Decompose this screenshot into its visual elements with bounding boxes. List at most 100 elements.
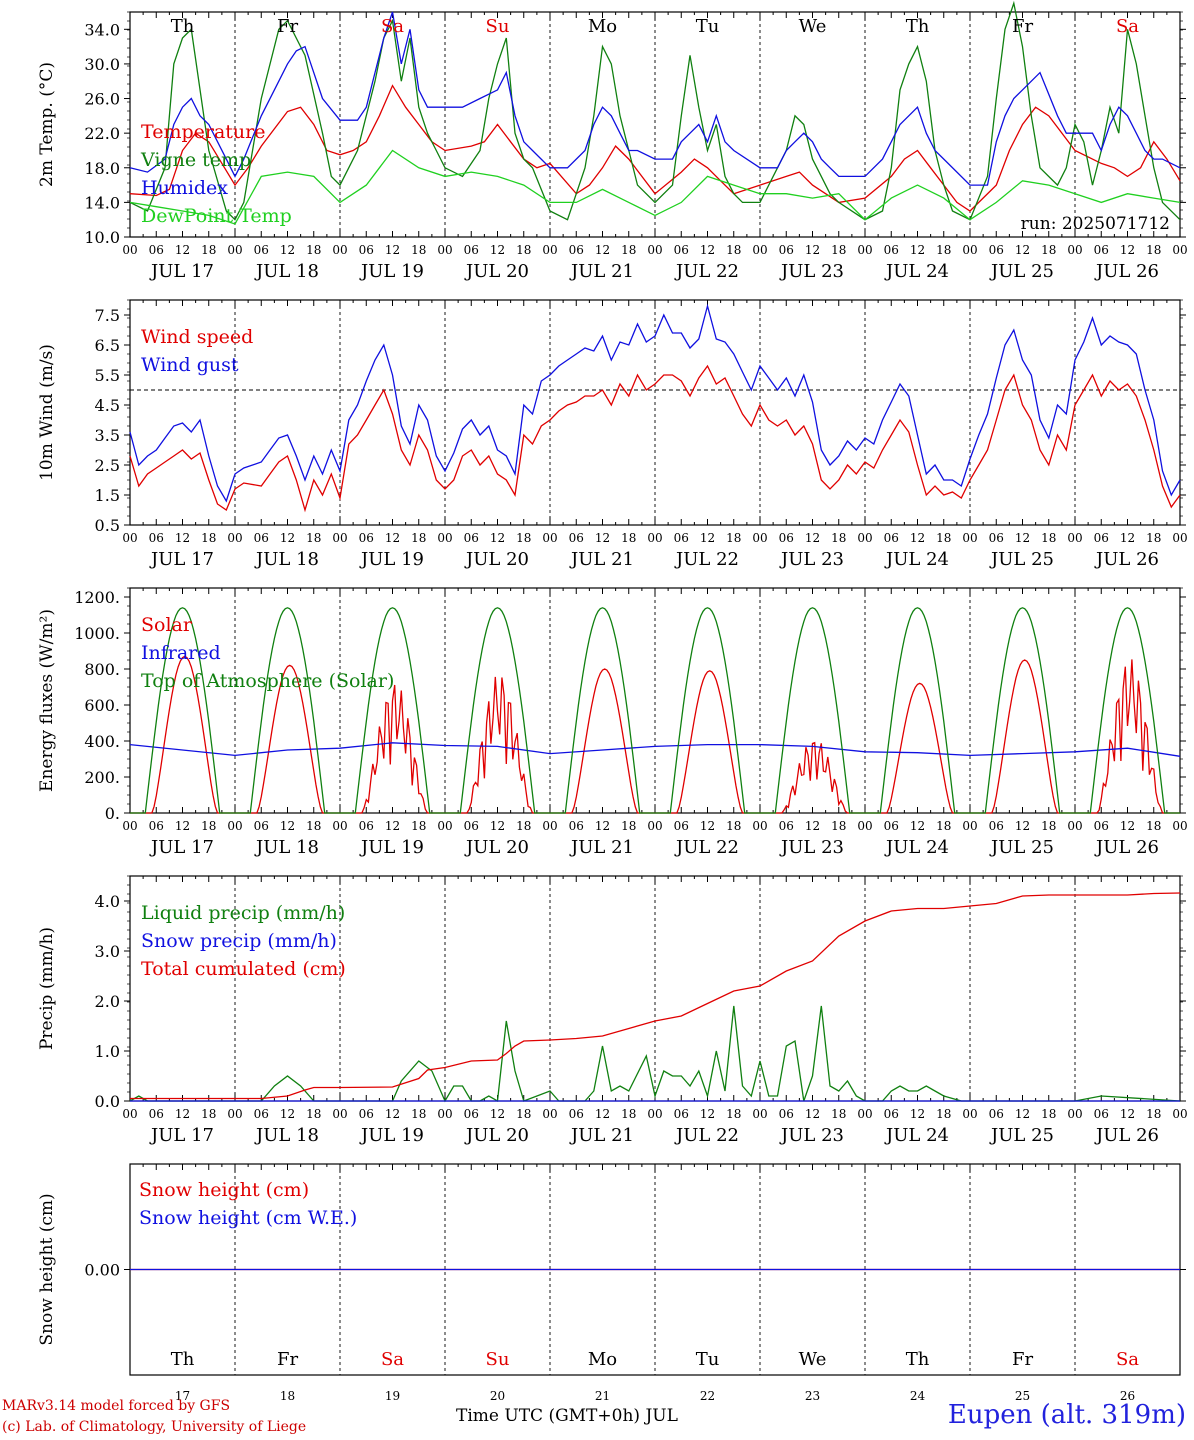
date-label: JUL 20 bbox=[464, 261, 529, 282]
hour-label: 18 bbox=[201, 1107, 216, 1121]
y-tick-label: 10.0 bbox=[84, 228, 120, 247]
date-label: JUL 20 bbox=[464, 837, 529, 858]
legend-entry: Wind speed bbox=[141, 326, 253, 348]
hour-label: 00 bbox=[122, 1107, 137, 1121]
day-name: Fr bbox=[277, 1349, 298, 1370]
day-name: We bbox=[799, 16, 827, 37]
date-label: JUL 18 bbox=[254, 837, 319, 858]
date-label: JUL 18 bbox=[254, 549, 319, 570]
legend-entry: DewPoint Temp bbox=[141, 205, 292, 227]
day-name: Th bbox=[906, 16, 930, 37]
hour-label: 18 bbox=[831, 243, 846, 257]
day-number: 18 bbox=[280, 1389, 295, 1403]
hour-label: 12 bbox=[595, 243, 610, 257]
y-tick-label: 1.5 bbox=[95, 486, 120, 505]
y-tick-label: 7.5 bbox=[95, 306, 120, 325]
date-label: JUL 22 bbox=[674, 837, 739, 858]
hour-label: 18 bbox=[621, 819, 636, 833]
date-label: JUL 19 bbox=[359, 837, 424, 858]
date-label: JUL 22 bbox=[674, 1125, 739, 1146]
date-label: JUL 23 bbox=[779, 261, 844, 282]
day-name: Tu bbox=[696, 16, 720, 37]
hour-label: 12 bbox=[805, 819, 820, 833]
legend-entry: Top of Atmosphere (Solar) bbox=[141, 670, 394, 692]
hour-label: 18 bbox=[306, 243, 321, 257]
hour-label: 12 bbox=[175, 819, 190, 833]
day-number: 22 bbox=[700, 1389, 715, 1403]
hour-label: 06 bbox=[149, 819, 164, 833]
date-label: JUL 23 bbox=[779, 1125, 844, 1146]
hour-label: 12 bbox=[175, 1107, 190, 1121]
hour-label: 12 bbox=[1015, 1107, 1030, 1121]
series-line bbox=[129, 149, 1181, 225]
hour-label: 12 bbox=[1120, 531, 1135, 545]
hour-label: 18 bbox=[1041, 531, 1056, 545]
y-tick-label: 3.0 bbox=[95, 942, 120, 961]
day-number: 26 bbox=[1120, 1389, 1135, 1403]
hour-label: 12 bbox=[595, 819, 610, 833]
date-label: JUL 22 bbox=[674, 549, 739, 570]
hour-label: 18 bbox=[726, 531, 741, 545]
hour-label: 12 bbox=[280, 1107, 295, 1121]
day-name: Th bbox=[171, 16, 195, 37]
hour-label: 06 bbox=[779, 531, 794, 545]
hour-label: 06 bbox=[359, 1107, 374, 1121]
hour-label: 00 bbox=[227, 819, 242, 833]
hour-label: 18 bbox=[726, 243, 741, 257]
hour-label: 12 bbox=[490, 1107, 505, 1121]
hour-label: 18 bbox=[201, 531, 216, 545]
legend-entry: Humidex bbox=[141, 177, 228, 199]
date-label: JUL 24 bbox=[884, 261, 949, 282]
hour-label: 00 bbox=[1067, 1107, 1082, 1121]
series-line bbox=[129, 84, 1181, 212]
time-axis-title: Time UTC (GMT+0h) JUL bbox=[456, 1406, 678, 1426]
hour-label: 00 bbox=[437, 819, 452, 833]
hour-label: 06 bbox=[149, 531, 164, 545]
date-label: JUL 21 bbox=[569, 837, 634, 858]
hour-label: 06 bbox=[569, 531, 584, 545]
hour-label: 06 bbox=[989, 1107, 1004, 1121]
y-tick-label: 4.5 bbox=[95, 396, 120, 415]
hour-label: 00 bbox=[1172, 243, 1187, 257]
date-label: JUL 21 bbox=[569, 1125, 634, 1146]
hour-label: 00 bbox=[227, 1107, 242, 1121]
hour-label: 00 bbox=[1172, 1107, 1187, 1121]
day-number: 20 bbox=[490, 1389, 505, 1403]
y-axis-label: Snow height (cm) bbox=[37, 1193, 57, 1345]
hour-label: 06 bbox=[884, 1107, 899, 1121]
hour-label: 12 bbox=[910, 819, 925, 833]
hour-label: 00 bbox=[122, 819, 137, 833]
hour-label: 06 bbox=[569, 1107, 584, 1121]
day-name: Fr bbox=[1012, 1349, 1033, 1370]
hour-label: 12 bbox=[1015, 243, 1030, 257]
day-name: Mo bbox=[588, 16, 617, 37]
hour-label: 18 bbox=[516, 531, 531, 545]
day-name: Sa bbox=[381, 1349, 404, 1370]
hour-label: 12 bbox=[280, 531, 295, 545]
hour-label: 18 bbox=[1146, 1107, 1161, 1121]
y-tick-label: 5.5 bbox=[95, 366, 120, 385]
date-label: JUL 25 bbox=[989, 261, 1054, 282]
hour-label: 18 bbox=[936, 1107, 951, 1121]
hour-label: 12 bbox=[805, 1107, 820, 1121]
hour-label: 12 bbox=[1120, 1107, 1135, 1121]
hour-label: 18 bbox=[306, 531, 321, 545]
series-line bbox=[130, 607, 1180, 814]
hour-label: 00 bbox=[752, 531, 767, 545]
legend-entry: Snow height (cm W.E.) bbox=[139, 1207, 357, 1229]
y-tick-label: 400. bbox=[84, 732, 120, 751]
hour-label: 18 bbox=[1146, 243, 1161, 257]
y-tick-label: 22.0 bbox=[84, 124, 120, 143]
day-number: 21 bbox=[595, 1389, 610, 1403]
date-label: JUL 17 bbox=[149, 549, 214, 570]
hour-label: 18 bbox=[726, 819, 741, 833]
hour-label: 18 bbox=[831, 819, 846, 833]
hour-label: 12 bbox=[1120, 243, 1135, 257]
hour-label: 18 bbox=[621, 531, 636, 545]
y-axis-label: Energy fluxes (W/m²) bbox=[37, 609, 57, 792]
hour-label: 18 bbox=[306, 1107, 321, 1121]
hour-label: 18 bbox=[411, 1107, 426, 1121]
y-tick-label: 14.0 bbox=[84, 193, 120, 212]
hour-label: 12 bbox=[490, 243, 505, 257]
hour-label: 18 bbox=[411, 243, 426, 257]
